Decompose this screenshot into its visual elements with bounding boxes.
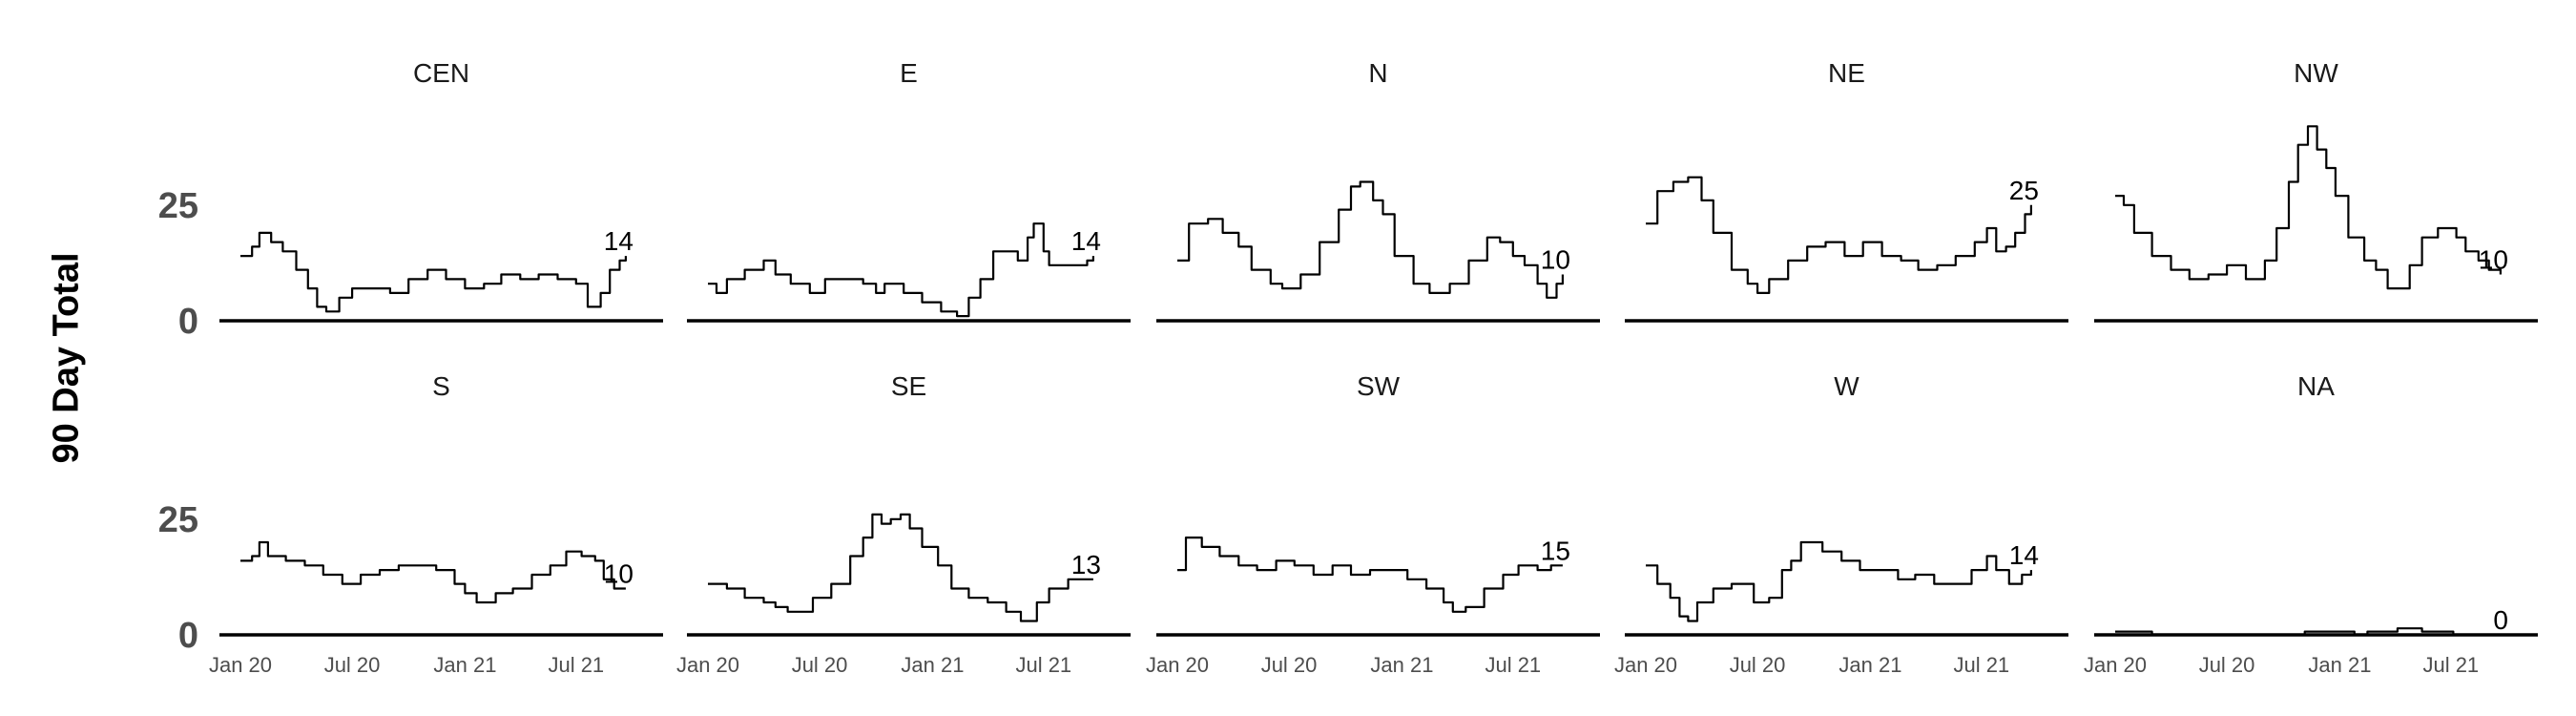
x-tick-label-s-jan-20: Jan 20 <box>209 653 272 677</box>
end-value-label-na: 0 <box>2493 605 2508 635</box>
x-tick-label-sw-jul-21: Jul 21 <box>1485 653 1541 677</box>
series-line-nw <box>2115 125 2502 290</box>
series-line-cen <box>240 231 627 313</box>
x-tick-label-w-jul-20: Jul 20 <box>1730 653 1786 677</box>
series-line-n <box>1177 180 1564 299</box>
end-value-label-e: 14 <box>1071 226 1101 256</box>
series-line-w <box>1646 540 2032 622</box>
series-line-sw <box>1177 537 1563 613</box>
x-tick-label-se-jul-21: Jul 21 <box>1015 653 1071 677</box>
end-value-label-se: 13 <box>1071 550 1101 579</box>
x-tick-label-na-jul-21: Jul 21 <box>2422 653 2479 677</box>
x-tick-label-sw-jan-20: Jan 20 <box>1146 653 1209 677</box>
x-tick-label-se-jan-20: Jan 20 <box>676 653 739 677</box>
x-tick-label-s-jul-21: Jul 21 <box>548 653 604 677</box>
series-line-se <box>708 513 1093 622</box>
series-line-na <box>2115 627 2501 637</box>
x-tick-label-s-jul-20: Jul 20 <box>324 653 381 677</box>
x-tick-label-w-jul-21: Jul 21 <box>1953 653 2009 677</box>
x-tick-label-se-jan-21: Jan 21 <box>901 653 964 677</box>
end-value-label-s: 10 <box>604 559 634 589</box>
facet-title-se: SE <box>891 371 926 401</box>
x-tick-label-w-jan-21: Jan 21 <box>1839 653 1901 677</box>
x-tick-label-na-jan-21: Jan 21 <box>2308 653 2371 677</box>
x-tick-label-na-jan-20: Jan 20 <box>2084 653 2147 677</box>
facet-title-cen: CEN <box>413 58 469 88</box>
end-value-label-sw: 15 <box>1541 536 1570 565</box>
y-tick-label-row2-25: 25 <box>158 500 198 540</box>
facet-title-n: N <box>1368 58 1387 88</box>
y-tick-label-row1-0: 0 <box>178 302 198 342</box>
y-tick-label-row1-25: 25 <box>158 186 198 226</box>
end-value-label-n: 10 <box>1541 245 1570 275</box>
facet-title-ne: NE <box>1828 58 1865 88</box>
facet-title-nw: NW <box>2294 58 2338 88</box>
x-tick-label-w-jan-20: Jan 20 <box>1614 653 1677 677</box>
x-tick-label-sw-jan-21: Jan 21 <box>1370 653 1433 677</box>
facet-title-sw: SW <box>1357 371 1401 401</box>
facet-title-e: E <box>900 58 918 88</box>
x-tick-label-s-jan-21: Jan 21 <box>433 653 496 677</box>
facet-title-w: W <box>1834 371 1859 401</box>
facet-title-na: NA <box>2297 371 2335 401</box>
facet-title-s: S <box>432 371 450 401</box>
end-value-label-w: 14 <box>2009 540 2039 570</box>
series-line-s <box>240 540 626 604</box>
y-tick-label-row2-0: 0 <box>178 616 198 656</box>
end-value-label-cen: 14 <box>604 226 634 256</box>
end-value-label-ne: 25 <box>2009 176 2039 205</box>
x-tick-label-se-jul-20: Jul 20 <box>792 653 848 677</box>
end-value-label-nw: 10 <box>2479 245 2508 275</box>
x-tick-label-na-jul-20: Jul 20 <box>2199 653 2255 677</box>
series-line-ne <box>1646 176 2032 294</box>
series-line-e <box>708 222 1094 318</box>
x-tick-label-sw-jul-20: Jul 20 <box>1261 653 1318 677</box>
